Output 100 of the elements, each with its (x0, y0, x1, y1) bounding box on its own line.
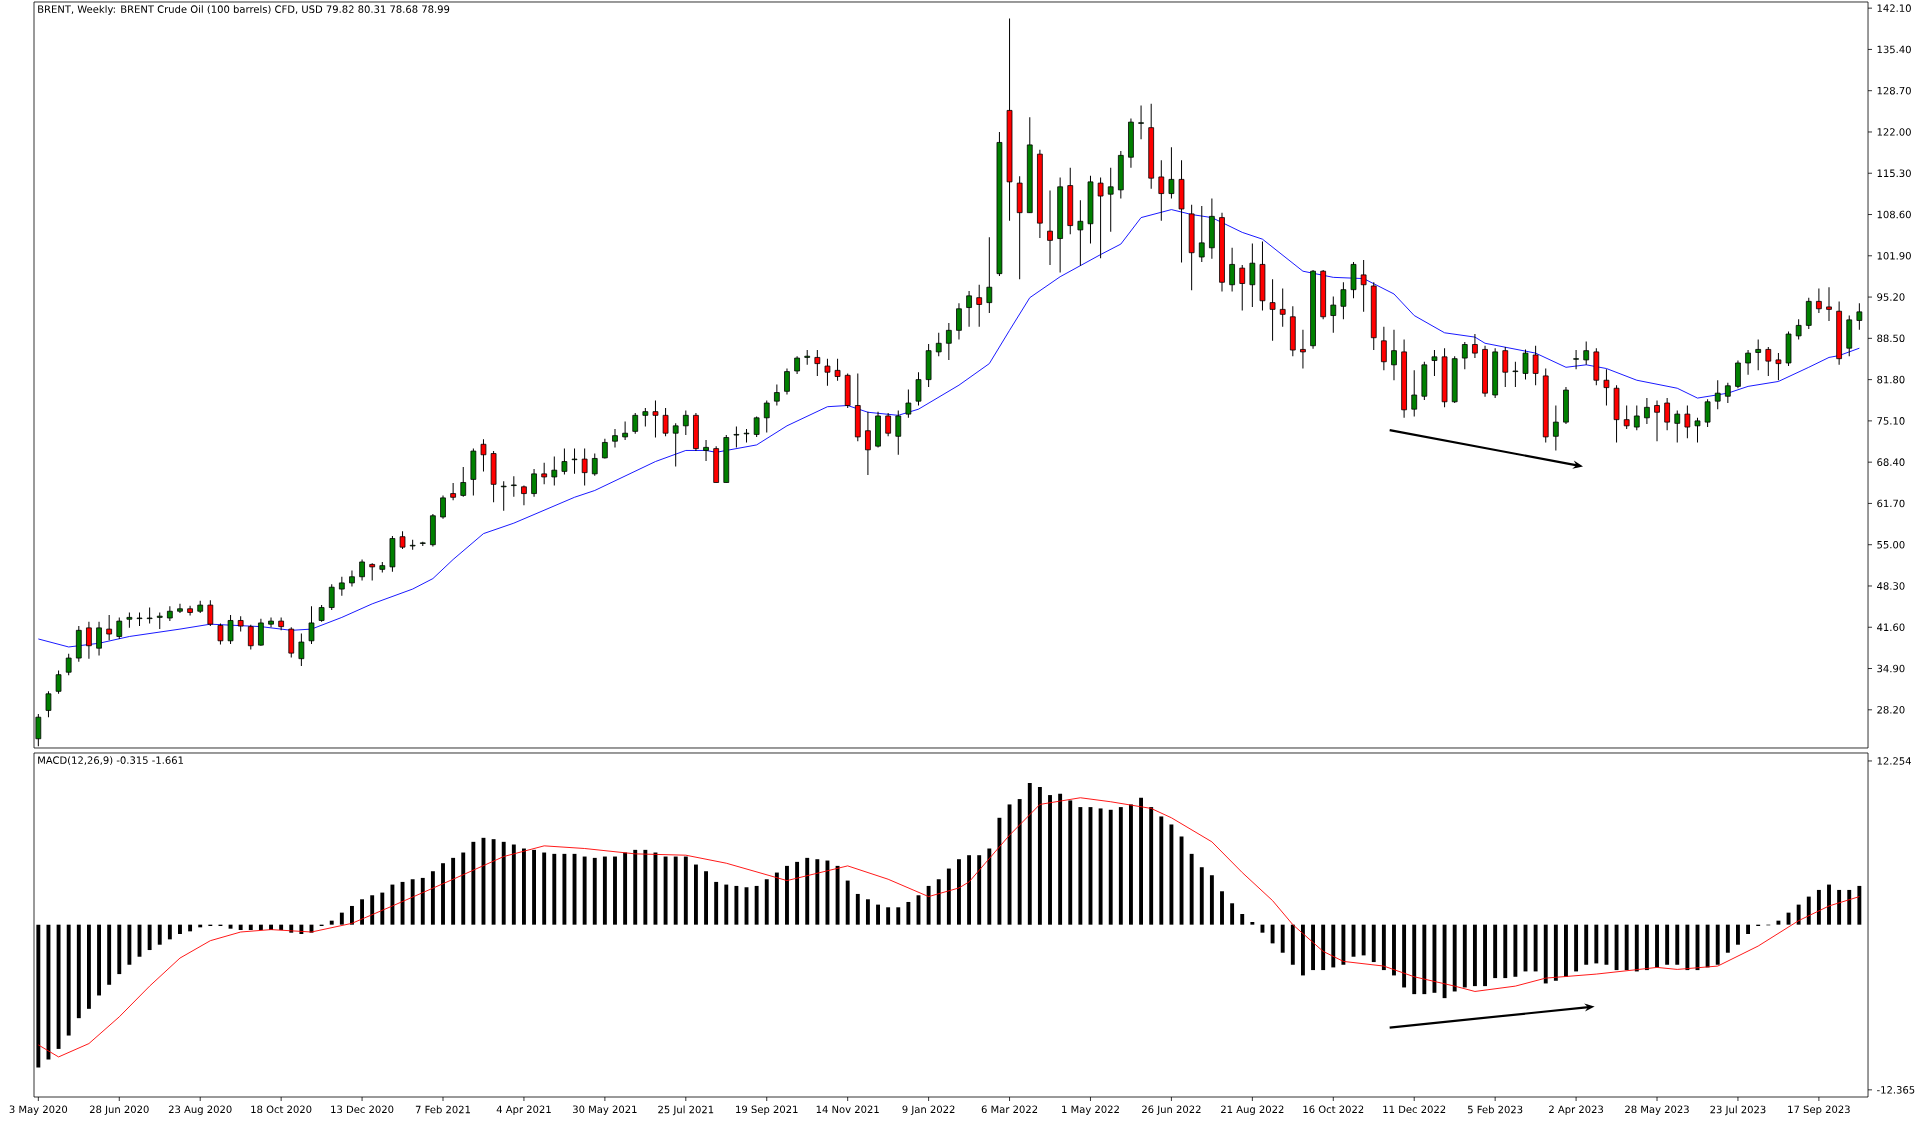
bar (1098, 808, 1103, 925)
bar (329, 920, 334, 925)
candlestick (672, 422, 679, 467)
bar (491, 839, 496, 925)
y-tick-label: 95.20 (1877, 293, 1905, 301)
candlestick (1472, 333, 1478, 359)
candlestick (824, 358, 831, 387)
x-tick-label: 30 May 2021 (573, 1105, 637, 1116)
bar (845, 880, 850, 925)
line-series (37, 797, 1860, 1058)
bar (815, 859, 820, 925)
bar (56, 924, 61, 1049)
candlestick (561, 448, 568, 475)
x-tick-label: 9 Jan 2022 (902, 1105, 955, 1115)
candlestick (622, 421, 628, 441)
candlestick (531, 468, 537, 498)
bar (1675, 924, 1680, 965)
bar (1776, 920, 1781, 925)
candlestick (1522, 348, 1529, 381)
y-tick-label: 122.00 (1877, 128, 1911, 136)
candlestick (1674, 409, 1681, 443)
candlestick (1381, 326, 1387, 371)
bar (1644, 924, 1649, 971)
candlestick (65, 653, 72, 676)
bar (501, 841, 506, 925)
candlestick (1654, 400, 1660, 442)
candlestick (1411, 369, 1418, 418)
candlestick (1229, 247, 1235, 293)
candlestick (1765, 346, 1772, 377)
candlestick (460, 466, 467, 498)
bar (1240, 913, 1245, 925)
bar (1736, 924, 1740, 945)
x-tick-label: 16 Oct 2022 (1303, 1105, 1364, 1114)
bar (1311, 924, 1315, 971)
candlestick (1279, 287, 1286, 328)
candlestick (1269, 278, 1276, 342)
bar (279, 924, 284, 931)
candlestick (1512, 361, 1519, 388)
bar (390, 884, 395, 925)
bar (1037, 787, 1042, 925)
bar (774, 872, 779, 925)
bar (1048, 795, 1052, 925)
bar (471, 841, 476, 925)
bar (511, 844, 516, 925)
candlestick (187, 605, 193, 617)
candlestick (1856, 302, 1863, 331)
bar (714, 881, 719, 925)
candlestick (1239, 264, 1246, 312)
candlestick (1816, 287, 1822, 314)
bar (521, 848, 526, 925)
bar (66, 924, 71, 1036)
y-tick-label: 61.70 (1877, 499, 1905, 508)
candlestick (207, 599, 214, 627)
bar (825, 860, 830, 925)
bar (1220, 891, 1224, 925)
chart-title: BRENT, Weekly: BRENT Crude Oil (100 barrels) CFD, USD 79.82 80.31 78.68 78.99 (38, 5, 450, 15)
bar (582, 856, 587, 925)
bar (1746, 924, 1751, 935)
bar (997, 817, 1002, 925)
bar (623, 852, 628, 925)
candlestick (510, 475, 517, 498)
bar (936, 879, 941, 925)
bar (764, 879, 769, 925)
y-tick-label: 68.40 (1877, 458, 1905, 466)
bar (1189, 853, 1194, 925)
bar (552, 853, 557, 925)
x-tick-label: 4 Apr 2021 (496, 1105, 551, 1116)
candlestick (986, 236, 993, 314)
candlestick (784, 368, 790, 395)
bar (1847, 889, 1852, 925)
bar (1564, 924, 1568, 977)
bar (754, 885, 759, 925)
candlestick (258, 618, 264, 647)
candlestick (662, 407, 669, 437)
x-tick-label: 17 Sep 2023 (1788, 1105, 1850, 1116)
bar (1402, 924, 1407, 988)
candlestick (359, 558, 365, 581)
candlestick (966, 290, 972, 328)
bar (663, 856, 668, 925)
candlestick (338, 576, 345, 597)
candlestick (703, 439, 709, 462)
bar (1068, 800, 1073, 925)
candlestick (1553, 404, 1559, 451)
bar (1857, 885, 1862, 925)
bar (420, 877, 425, 925)
candlestick (1097, 177, 1104, 259)
bar (724, 884, 729, 925)
bar (673, 856, 678, 925)
candlestick (652, 400, 659, 439)
bar (1816, 889, 1821, 925)
candlestick (1735, 360, 1741, 389)
candlestick (632, 412, 639, 435)
bar (380, 892, 385, 925)
candlestick (1391, 329, 1397, 381)
candlestick (298, 632, 305, 667)
bar (1159, 816, 1164, 925)
candlestick (1583, 340, 1590, 366)
x-tick-label: 6 Mar 2022 (981, 1105, 1038, 1114)
x-tick-label: 28 May 2023 (1625, 1105, 1689, 1116)
candlestick (328, 583, 335, 611)
